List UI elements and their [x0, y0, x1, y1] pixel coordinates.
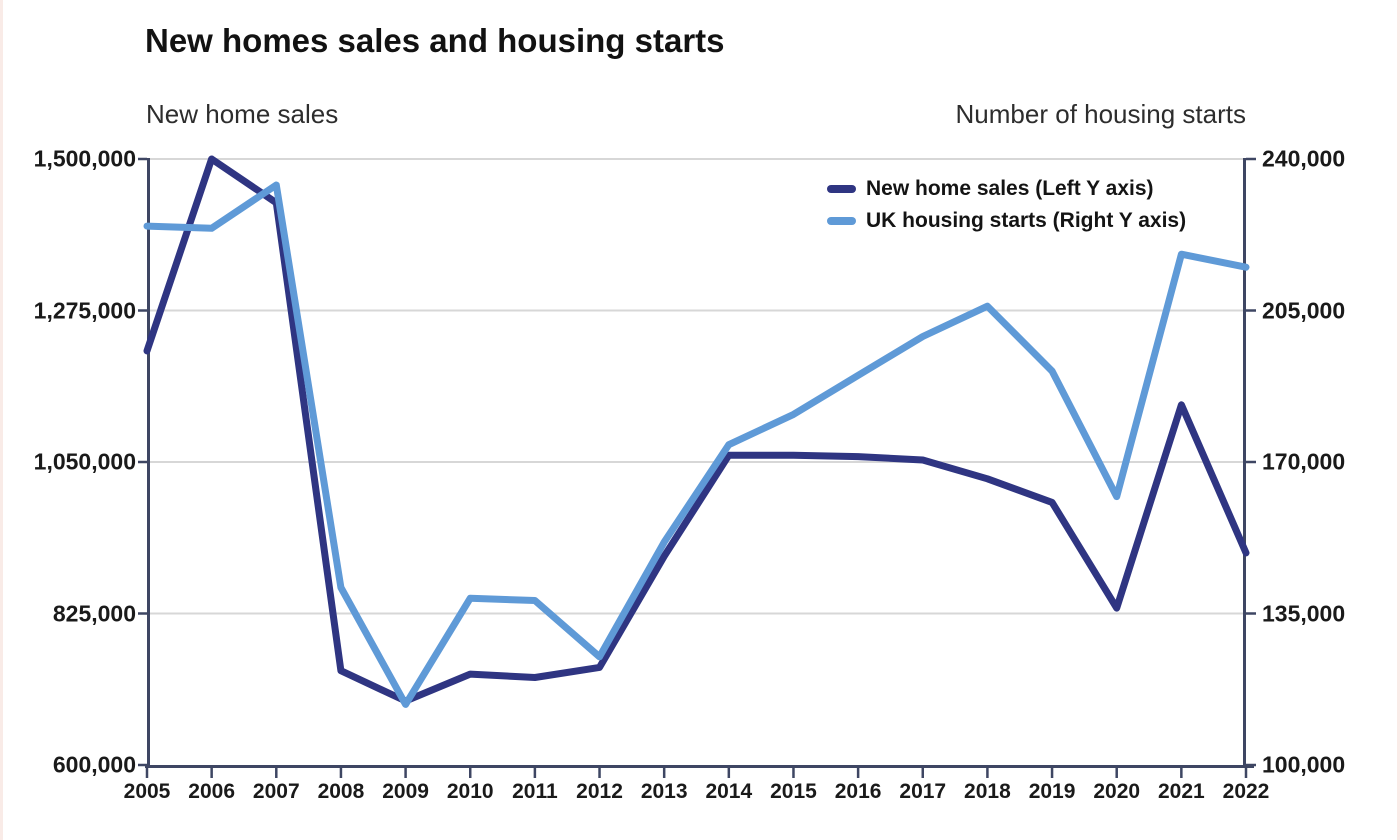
x-axis-tick-label: 2010: [446, 780, 494, 803]
x-axis-tick-label: 2021: [1157, 780, 1205, 803]
y-axis-tick-label-left: 1,500,000: [33, 145, 136, 172]
x-axis-tick-label: 2022: [1222, 780, 1270, 803]
legend-label-uk-housing-starts: UK housing starts (Right Y axis): [866, 209, 1187, 232]
page-edge-tint-left: [0, 0, 3, 840]
x-axis-tick-label: 2009: [382, 780, 429, 803]
x-axis-tick-label: 2005: [123, 780, 171, 803]
y-axis-tick-label-right: 170,000: [1262, 448, 1346, 475]
y-axis-tick-label-left: 1,275,000: [33, 297, 136, 323]
x-axis-tick-label: 2016: [834, 780, 882, 803]
legend: New home sales (Left Y axis) UK housing …: [827, 173, 1186, 237]
left-axis-title: New home sales: [146, 99, 339, 129]
legend-item-uk-housing-starts: UK housing starts (Right Y axis): [827, 205, 1186, 237]
y-axis-tick-label-right: 135,000: [1262, 600, 1346, 626]
legend-label-new-home-sales: New home sales (Left Y axis): [866, 177, 1154, 200]
x-axis-tick-label: 2015: [770, 780, 817, 803]
series-line-new-home-sales-left-y-axis: [143, 155, 1250, 705]
x-axis-tick-label: 2018: [964, 780, 1011, 803]
y-axis-tick-label-right: 205,000: [1262, 297, 1346, 323]
x-axis-tick-label: 2020: [1093, 780, 1141, 803]
x-axis-tick-label: 2019: [1028, 780, 1076, 803]
x-axis-tick-label: 2011: [512, 780, 558, 803]
y-axis-tick-label-right: 240,000: [1262, 145, 1346, 172]
x-axis-tick-label: 2013: [640, 780, 688, 803]
x-axis-tick-label: 2007: [252, 780, 300, 803]
x-axis-tick-label: 2017: [899, 780, 947, 803]
legend-swatch-uk-housing-starts: [827, 217, 856, 225]
page-edge-tint-right: [1397, 0, 1400, 840]
y-axis-tick-label-left: 600,000: [52, 751, 136, 778]
legend-item-new-home-sales: New home sales (Left Y axis): [827, 173, 1186, 205]
y-axis-tick-label-right: 100,000: [1262, 751, 1346, 778]
x-axis-tick-label: 2006: [188, 780, 235, 803]
x-axis-tick-label: 2008: [317, 780, 365, 803]
page-title: New homes sales and housing starts: [145, 22, 725, 59]
x-axis-tick-label: 2012: [576, 780, 623, 803]
x-axis-tick-label: 2014: [705, 780, 753, 803]
y-axis-tick-label-left: 825,000: [52, 600, 136, 626]
legend-swatch-new-home-sales: [827, 185, 856, 193]
right-axis-title: Number of housing starts: [955, 99, 1246, 129]
y-axis-tick-label-left: 1,050,000: [33, 448, 136, 475]
series-line-uk-housing-starts-right-y-axis: [143, 181, 1250, 708]
